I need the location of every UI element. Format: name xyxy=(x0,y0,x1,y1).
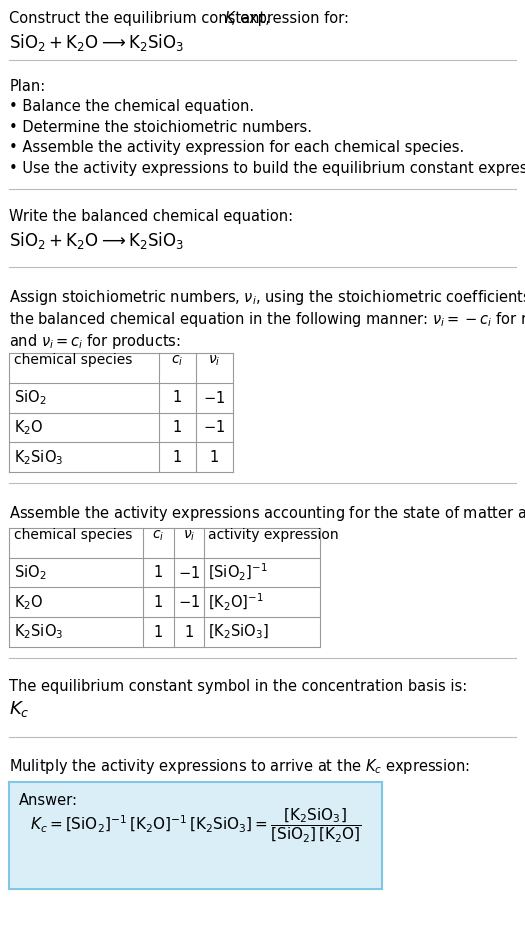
Text: Mulitply the activity expressions to arrive at the $K_c$ expression:: Mulitply the activity expressions to arr… xyxy=(9,757,470,777)
Text: 1: 1 xyxy=(173,420,182,435)
Text: Assemble the activity expressions accounting for the state of matter and $\nu_i$: Assemble the activity expressions accoun… xyxy=(9,504,525,523)
Text: $\mathrm{K_2SiO_3}$: $\mathrm{K_2SiO_3}$ xyxy=(14,448,63,467)
Text: K: K xyxy=(225,11,235,26)
Text: $\mathrm{K_2O}$: $\mathrm{K_2O}$ xyxy=(14,593,43,612)
Text: $[\mathrm{SiO_2}]^{-1}$: $[\mathrm{SiO_2}]^{-1}$ xyxy=(208,562,268,583)
Text: $\mathrm{SiO_2 + K_2O \longrightarrow K_2SiO_3}$: $\mathrm{SiO_2 + K_2O \longrightarrow K_… xyxy=(9,230,184,250)
Text: $\mathrm{SiO_2 + K_2O \longrightarrow K_2SiO_3}$: $\mathrm{SiO_2 + K_2O \longrightarrow K_… xyxy=(9,32,184,53)
Text: $\mathrm{K_2SiO_3}$: $\mathrm{K_2SiO_3}$ xyxy=(14,623,63,642)
Text: • Determine the stoichiometric numbers.: • Determine the stoichiometric numbers. xyxy=(9,120,312,135)
Text: • Use the activity expressions to build the equilibrium constant expression.: • Use the activity expressions to build … xyxy=(9,161,525,176)
Text: chemical species: chemical species xyxy=(14,528,132,542)
Text: $\mathrm{SiO_2}$: $\mathrm{SiO_2}$ xyxy=(14,389,46,407)
Text: $-1$: $-1$ xyxy=(203,390,225,405)
Text: Write the balanced chemical equation:: Write the balanced chemical equation: xyxy=(9,209,293,224)
Text: 1: 1 xyxy=(173,450,182,465)
Text: $-1$: $-1$ xyxy=(178,565,200,580)
Text: $K_c = [\mathrm{SiO_2}]^{-1}\,[\mathrm{K_2O}]^{-1}\,[\mathrm{K_2SiO_3}] = \dfrac: $K_c = [\mathrm{SiO_2}]^{-1}\,[\mathrm{K… xyxy=(30,807,362,845)
Text: 1: 1 xyxy=(154,595,163,610)
Text: The equilibrium constant symbol in the concentration basis is:: The equilibrium constant symbol in the c… xyxy=(9,679,468,694)
Text: $-1$: $-1$ xyxy=(203,419,225,435)
Text: $1$: $1$ xyxy=(184,624,194,640)
Text: $-1$: $-1$ xyxy=(178,594,200,610)
Text: $c_i$: $c_i$ xyxy=(152,528,165,542)
Text: • Balance the chemical equation.: • Balance the chemical equation. xyxy=(9,100,255,114)
Text: chemical species: chemical species xyxy=(14,353,132,367)
Text: Construct the equilibrium constant,: Construct the equilibrium constant, xyxy=(9,11,275,26)
Text: Assign stoichiometric numbers, $\nu_i$, using the stoichiometric coefficients, $: Assign stoichiometric numbers, $\nu_i$, … xyxy=(9,288,525,351)
Text: activity expression: activity expression xyxy=(208,528,339,542)
Text: $K_c$: $K_c$ xyxy=(9,699,30,719)
Text: $c_i$: $c_i$ xyxy=(171,353,184,367)
Text: $\nu_i$: $\nu_i$ xyxy=(208,353,220,367)
Text: 1: 1 xyxy=(154,565,163,580)
Text: $\nu_i$: $\nu_i$ xyxy=(183,528,195,542)
Text: $1$: $1$ xyxy=(209,449,219,465)
Text: Plan:: Plan: xyxy=(9,79,46,94)
Text: • Assemble the activity expression for each chemical species.: • Assemble the activity expression for e… xyxy=(9,140,465,155)
Text: $\mathrm{SiO_2}$: $\mathrm{SiO_2}$ xyxy=(14,564,46,582)
Text: 1: 1 xyxy=(154,625,163,640)
Text: $\mathrm{K_2O}$: $\mathrm{K_2O}$ xyxy=(14,418,43,437)
Text: $[\mathrm{K_2SiO_3}]$: $[\mathrm{K_2SiO_3}]$ xyxy=(208,623,269,641)
Text: $[\mathrm{K_2O}]^{-1}$: $[\mathrm{K_2O}]^{-1}$ xyxy=(208,591,264,613)
Text: 1: 1 xyxy=(173,391,182,405)
Text: , expression for:: , expression for: xyxy=(231,11,349,26)
Text: Answer:: Answer: xyxy=(19,792,78,808)
